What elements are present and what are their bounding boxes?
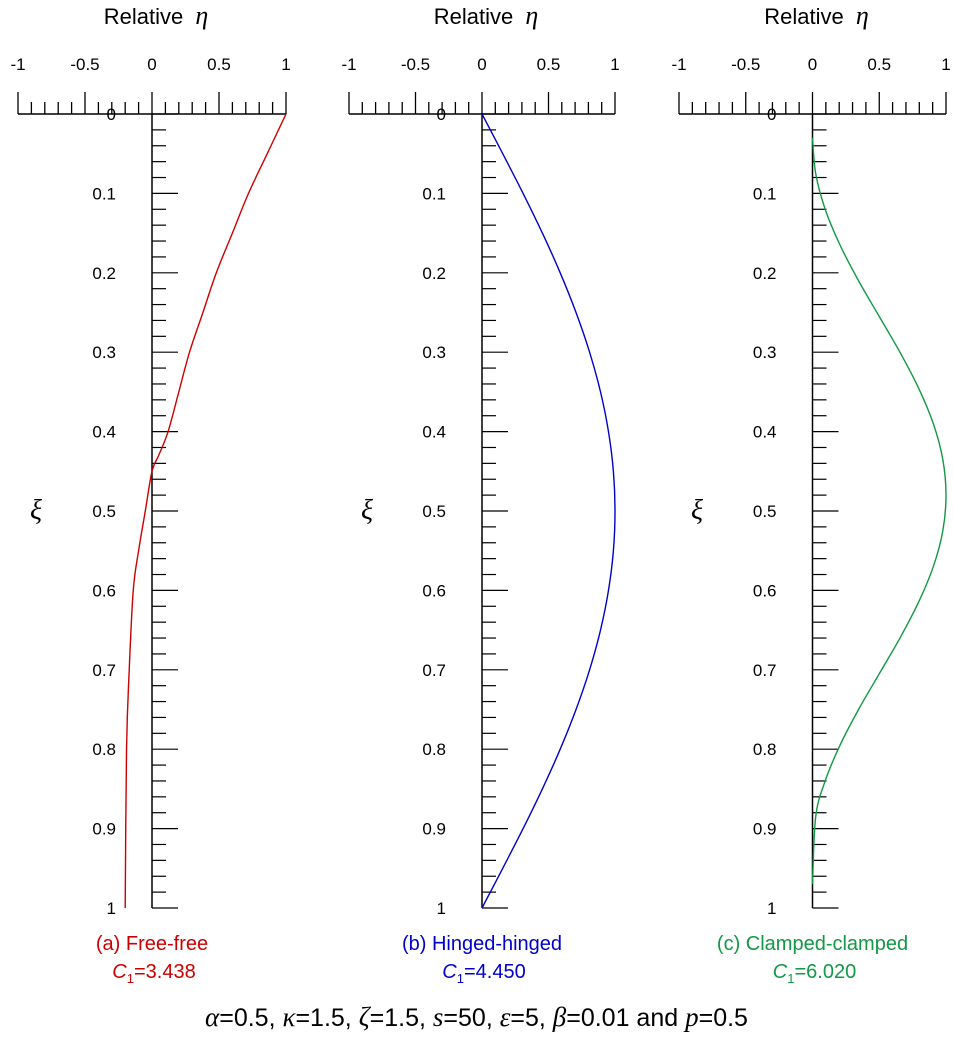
y-tick-label: 0.4 — [422, 423, 446, 442]
y-tick-label: 0.2 — [422, 264, 446, 283]
panel-c-title: Relative η — [764, 1, 869, 30]
x-tick-label: 0 — [477, 55, 486, 74]
c1-number: =6.020 — [794, 961, 856, 983]
x-tick-label: 0.5 — [867, 55, 891, 74]
y-tick-label: 0.6 — [753, 581, 777, 600]
y-tick-label: 1 — [767, 899, 776, 918]
y-tick-label: 1 — [437, 899, 446, 918]
y-tick-label: 0.9 — [92, 820, 116, 839]
y-tick-label: 0.8 — [753, 740, 777, 759]
x-tick-label: 1 — [610, 55, 619, 74]
y-tick-label: 0.1 — [92, 184, 116, 203]
x-tick-label: -0.5 — [731, 55, 760, 74]
y-tick-label: 0.8 — [92, 740, 116, 759]
y-tick-label: 0.7 — [753, 661, 777, 680]
epsilon-symbol: ε — [499, 1002, 511, 1032]
x-tick-label: -0.5 — [70, 55, 99, 74]
alpha-value: =0.5, — [219, 1004, 283, 1032]
title-text: Relative — [764, 4, 850, 29]
p-symbol: p — [685, 1002, 699, 1032]
panel-b-title: Relative η — [434, 1, 539, 30]
zeta-symbol: ζ — [358, 1002, 370, 1032]
x-tick-label: -1 — [341, 55, 356, 74]
kappa-value: =1.5, — [295, 1004, 359, 1032]
panel-c-caption: (c) Clamped-clamped — [717, 933, 908, 955]
x-tick-label: 0 — [147, 55, 156, 74]
x-tick-label: 0 — [808, 55, 817, 74]
s-symbol: s — [432, 1002, 444, 1032]
y-tick-label: 0.6 — [92, 581, 116, 600]
panel-a-c1-value: C1=3.438 — [112, 961, 195, 986]
y-tick-label: 0.9 — [422, 820, 446, 839]
panel-b-caption: (b) Hinged-hinged — [402, 933, 562, 955]
y-tick-label: 0.7 — [422, 661, 446, 680]
beta-value: =0.01 and — [566, 1004, 686, 1032]
panel-a-caption: (a) Free-free — [96, 933, 208, 955]
y-tick-label: 0.2 — [753, 264, 777, 283]
panel-b-c1-value: C1=4.450 — [442, 961, 525, 986]
alpha-symbol: α — [205, 1002, 220, 1032]
c1-number: =3.438 — [134, 961, 196, 983]
title-text: Relative — [104, 4, 190, 29]
y-tick-label: 0.4 — [92, 423, 116, 442]
c1-letter: C — [112, 961, 127, 983]
y-tick-label: 0.1 — [753, 184, 777, 203]
c1-letter: C — [442, 961, 457, 983]
title-symbol: η — [856, 1, 869, 30]
x-tick-label: -1 — [671, 55, 686, 74]
panel-c-c1-value: C1=6.020 — [773, 961, 856, 986]
x-tick-label: 1 — [941, 55, 950, 74]
mode-shape-curve-a — [124, 113, 287, 909]
zeta-value: =1.5, — [369, 1004, 433, 1032]
title-symbol: η — [195, 1, 208, 30]
y-tick-label: 0.1 — [422, 184, 446, 203]
y-tick-label: 0 — [767, 105, 776, 124]
y-axis-label: ξ — [361, 495, 373, 526]
mode-shape-curve-b — [481, 113, 616, 909]
y-tick-label: 0.3 — [422, 343, 446, 362]
panel-c: Relative η -1 -0.5 0 0.5 1 0 0.1 0.2 0.3 0.4 0.5 0.6… — [671, 1, 950, 986]
epsilon-value: =5, — [510, 1004, 553, 1032]
kappa-symbol: κ — [282, 1002, 296, 1032]
y-tick-label: 0.7 — [92, 661, 116, 680]
mode-shape-curve-c — [811, 137, 947, 885]
panel-a-title: Relative η — [104, 1, 209, 30]
title-text: Relative — [434, 4, 520, 29]
y-tick-label: 0.5 — [753, 502, 777, 521]
c1-letter: C — [773, 961, 788, 983]
y-tick-label: 0.8 — [422, 740, 446, 759]
y-tick-label: 0 — [107, 105, 116, 124]
panel-b: Relative η -1 -0.5 0 0.5 1 0 0.1 0.2 0.3 0.4 0.5 0.6… — [341, 1, 619, 986]
panel-a: Relative η -1 -0.5 0 0.5 1 0 0.1 0.2 0.3 0.4 0.5 0.6… — [10, 1, 290, 986]
x-tick-label: 0.5 — [537, 55, 561, 74]
y-tick-label: 0.9 — [753, 820, 777, 839]
beta-symbol: β — [552, 1002, 567, 1032]
y-tick-label: 1 — [107, 899, 116, 918]
x-tick-label: 0.5 — [207, 55, 231, 74]
x-tick-label: 1 — [281, 55, 290, 74]
x-tick-label: -0.5 — [401, 55, 430, 74]
y-axis-label: ξ — [691, 495, 703, 526]
y-tick-label: 0.4 — [753, 423, 777, 442]
y-tick-label: 0.5 — [422, 502, 446, 521]
y-tick-label: 0.2 — [92, 264, 116, 283]
c1-subscript: 1 — [457, 971, 464, 986]
c1-subscript: 1 — [127, 971, 134, 986]
s-value: =50, — [443, 1004, 500, 1032]
parameter-caption: α=0.5, κ=1.5, ζ=1.5, s=50, ε=5, β=0.01 a… — [0, 1002, 953, 1033]
c1-subscript: 1 — [787, 971, 794, 986]
y-tick-label: 0 — [437, 105, 446, 124]
y-tick-label: 0.5 — [92, 502, 116, 521]
c1-number: =4.450 — [464, 961, 526, 983]
y-tick-label: 0.3 — [753, 343, 777, 362]
y-tick-label: 0.6 — [422, 581, 446, 600]
y-axis-label: ξ — [30, 495, 42, 526]
y-tick-label: 0.3 — [92, 343, 116, 362]
p-value: =0.5 — [698, 1004, 748, 1032]
title-symbol: η — [525, 1, 538, 30]
x-tick-label: -1 — [10, 55, 25, 74]
